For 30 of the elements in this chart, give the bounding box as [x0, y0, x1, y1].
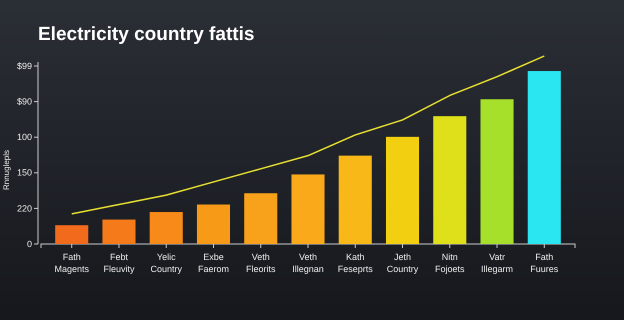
y-axis-title: Rnnuglepls	[2, 150, 11, 190]
x-tick-label: Febt Fleuvity	[103, 252, 135, 274]
bar	[528, 71, 561, 244]
bar	[244, 193, 278, 244]
x-tick-label: Jeth Country	[386, 252, 419, 274]
x-tick-label: Fath Magents	[54, 252, 90, 274]
x-tick-label: Exbe Faerom	[198, 252, 229, 274]
bar	[55, 225, 88, 244]
chart-title: Electricity country fattis	[38, 24, 254, 45]
x-tick-label: Veth Fleorits	[246, 252, 276, 274]
bar	[386, 136, 420, 244]
x-tick-label: Fath Fuures	[530, 252, 559, 274]
text: 150	[16, 168, 32, 178]
text: 220	[16, 203, 32, 214]
bar	[196, 204, 230, 244]
x-tick-label: Kath Feseprts	[338, 252, 374, 274]
bar	[338, 156, 372, 244]
x-tick-label: Veth Illegnan	[292, 252, 324, 274]
bar	[102, 220, 136, 244]
x-tick-label: Yelic Country	[150, 252, 182, 274]
text: $99	[16, 60, 32, 71]
bar	[480, 99, 514, 244]
text: $90	[16, 96, 32, 106]
bar	[291, 174, 325, 244]
x-tick-label: Vatr Illegarm	[481, 252, 514, 274]
bar	[433, 116, 466, 244]
x-tick-label: Nitn Fojoets	[435, 252, 466, 274]
text: 0	[26, 238, 32, 249]
bar	[150, 212, 183, 244]
text: 100	[16, 132, 32, 142]
